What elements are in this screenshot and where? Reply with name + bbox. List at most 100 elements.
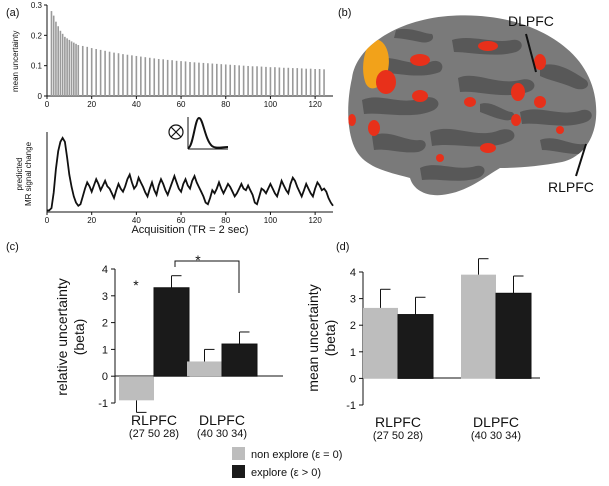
- a-top-bar: [233, 65, 236, 96]
- c-bar-star: *: [133, 277, 139, 293]
- a-top-xtick-label: 60: [177, 100, 186, 109]
- legend-swatch-non-explore: [232, 447, 245, 460]
- brain-label-rlpfc: RLPFC: [548, 179, 594, 195]
- c-ytick-label: 4: [102, 264, 108, 276]
- c-category-label: RLPFC: [131, 412, 177, 428]
- a-top-ytick-label: 0.2: [31, 31, 43, 40]
- d-bar-non-explore: [363, 307, 398, 379]
- convolution-inset: [168, 116, 229, 150]
- c-ylabel-line1: relative uncertainty: [54, 278, 70, 396]
- d-ytick-label: 4: [350, 267, 356, 279]
- legend-label-non-explore: non explore (ε = 0): [251, 449, 342, 461]
- c-bar-non-explore: [119, 376, 154, 401]
- d-ytick-label: 2: [350, 320, 356, 332]
- a-top-bar: [296, 68, 299, 96]
- panel-a-bottom-chart: 0 20 40 60 80 100 120: [45, 132, 334, 225]
- a-bottom-xtick-label: 60: [177, 216, 186, 225]
- a-top-bar: [157, 58, 160, 96]
- a-top-ytick-label: 0.3: [31, 1, 43, 10]
- a-top-bar: [287, 67, 290, 96]
- a-top-ytick-label: 0.1: [31, 62, 43, 71]
- a-top-bar: [95, 48, 97, 96]
- a-top-bar: [300, 68, 303, 96]
- a-top-bar: [269, 67, 272, 96]
- panel-d-label: (d): [336, 241, 349, 253]
- d-ytick-label: -1: [346, 400, 356, 412]
- brain-label-dlpfc: DLPFC: [508, 13, 554, 29]
- a-top-bar: [229, 64, 232, 96]
- sulci-pattern: [362, 28, 592, 181]
- d-ylabel-line1: mean uncertainty: [305, 284, 321, 391]
- a-top-bar: [291, 68, 294, 96]
- a-top-bar: [260, 66, 263, 96]
- c-ytick-label: 0: [102, 371, 108, 383]
- a-bottom-xtick-label: 20: [87, 216, 96, 225]
- d-category-coords: (27 50 28): [373, 430, 423, 442]
- a-top-bar: [305, 68, 307, 96]
- d-ylabel-line2: (beta): [322, 320, 338, 357]
- panel-d-chart: -1 0 1 2 3 4 RLPFC(27 50 28) DLPFC(40 30 34): [346, 258, 540, 442]
- a-top-xtick-label: 0: [45, 100, 50, 109]
- a-top-bar: [144, 57, 147, 96]
- a-top-bar: [122, 54, 124, 96]
- a-top-xtick-label: 100: [264, 100, 278, 109]
- c-ytick-label: 1: [102, 344, 108, 356]
- d-bar-non-explore: [461, 274, 496, 379]
- d-bar-explore: [397, 314, 434, 379]
- a-bottom-xtick-label: 120: [308, 216, 322, 225]
- a-bottom-xtick-label: 80: [221, 216, 230, 225]
- a-xlabel: Acquisition (TR = 2 sec): [131, 224, 248, 236]
- c-category-coords: (40 30 34): [197, 428, 247, 440]
- c-significance-bracket: [174, 260, 240, 293]
- a-top-bar: [175, 60, 178, 96]
- a-top-bar: [68, 39, 71, 96]
- a-top-bar: [166, 59, 169, 96]
- a-top-bar: [90, 48, 93, 96]
- a-top-bar: [180, 61, 182, 96]
- a-top-bar: [220, 64, 223, 96]
- a-top-bar: [153, 58, 156, 96]
- a-top-bar: [224, 64, 227, 96]
- a-top-bar: [189, 62, 191, 96]
- a-top-bar: [238, 65, 240, 96]
- a-top-bar: [251, 66, 254, 96]
- d-category-label: RLPFC: [375, 414, 421, 430]
- a-bottom-series-line: [47, 136, 334, 212]
- a-top-bar: [77, 45, 80, 96]
- a-top-ylabel: mean uncertainty: [11, 31, 20, 92]
- a-top-bar: [86, 46, 89, 96]
- a-top-bar: [81, 45, 84, 96]
- panel-a-top-chart: 0 0.1 0.2 0.3 0 20 40 60 80 100 120: [31, 1, 333, 109]
- a-bottom-xtick-label: 100: [264, 216, 278, 225]
- a-top-bar: [104, 50, 106, 96]
- c-ytick-label: -1: [98, 398, 108, 410]
- a-top-bar: [75, 43, 77, 96]
- a-top-bar: [148, 57, 151, 96]
- a-top-bar: [184, 61, 187, 96]
- a-bottom-ylabel-line1: predicted: [15, 158, 24, 191]
- a-top-bar: [211, 63, 214, 96]
- a-top-bar: [117, 53, 120, 96]
- legend-label-explore: explore (ε > 0): [251, 467, 321, 479]
- hrf-curve: [187, 116, 229, 149]
- a-top-bar: [55, 21, 57, 96]
- a-top-bar: [207, 63, 209, 96]
- d-category-label: DLPFC: [473, 414, 519, 430]
- a-top-bar: [256, 66, 258, 96]
- a-top-bar: [64, 36, 66, 96]
- a-top-xtick-label: 80: [221, 100, 230, 109]
- legend-swatch-explore: [232, 465, 245, 478]
- c-category-coords: (27 50 28): [129, 428, 179, 440]
- a-top-bar: [113, 52, 115, 96]
- d-ytick-label: 0: [350, 373, 356, 385]
- a-top-bar: [131, 55, 133, 96]
- a-top-bar: [171, 60, 173, 96]
- c-bar-non-explore: [187, 361, 222, 377]
- a-top-bar: [135, 55, 138, 96]
- c-bracket-star: *: [195, 252, 201, 268]
- a-top-bar: [193, 62, 196, 96]
- a-top-bar: [318, 69, 321, 96]
- a-top-bar: [140, 56, 142, 96]
- d-ytick-label: 3: [350, 294, 356, 306]
